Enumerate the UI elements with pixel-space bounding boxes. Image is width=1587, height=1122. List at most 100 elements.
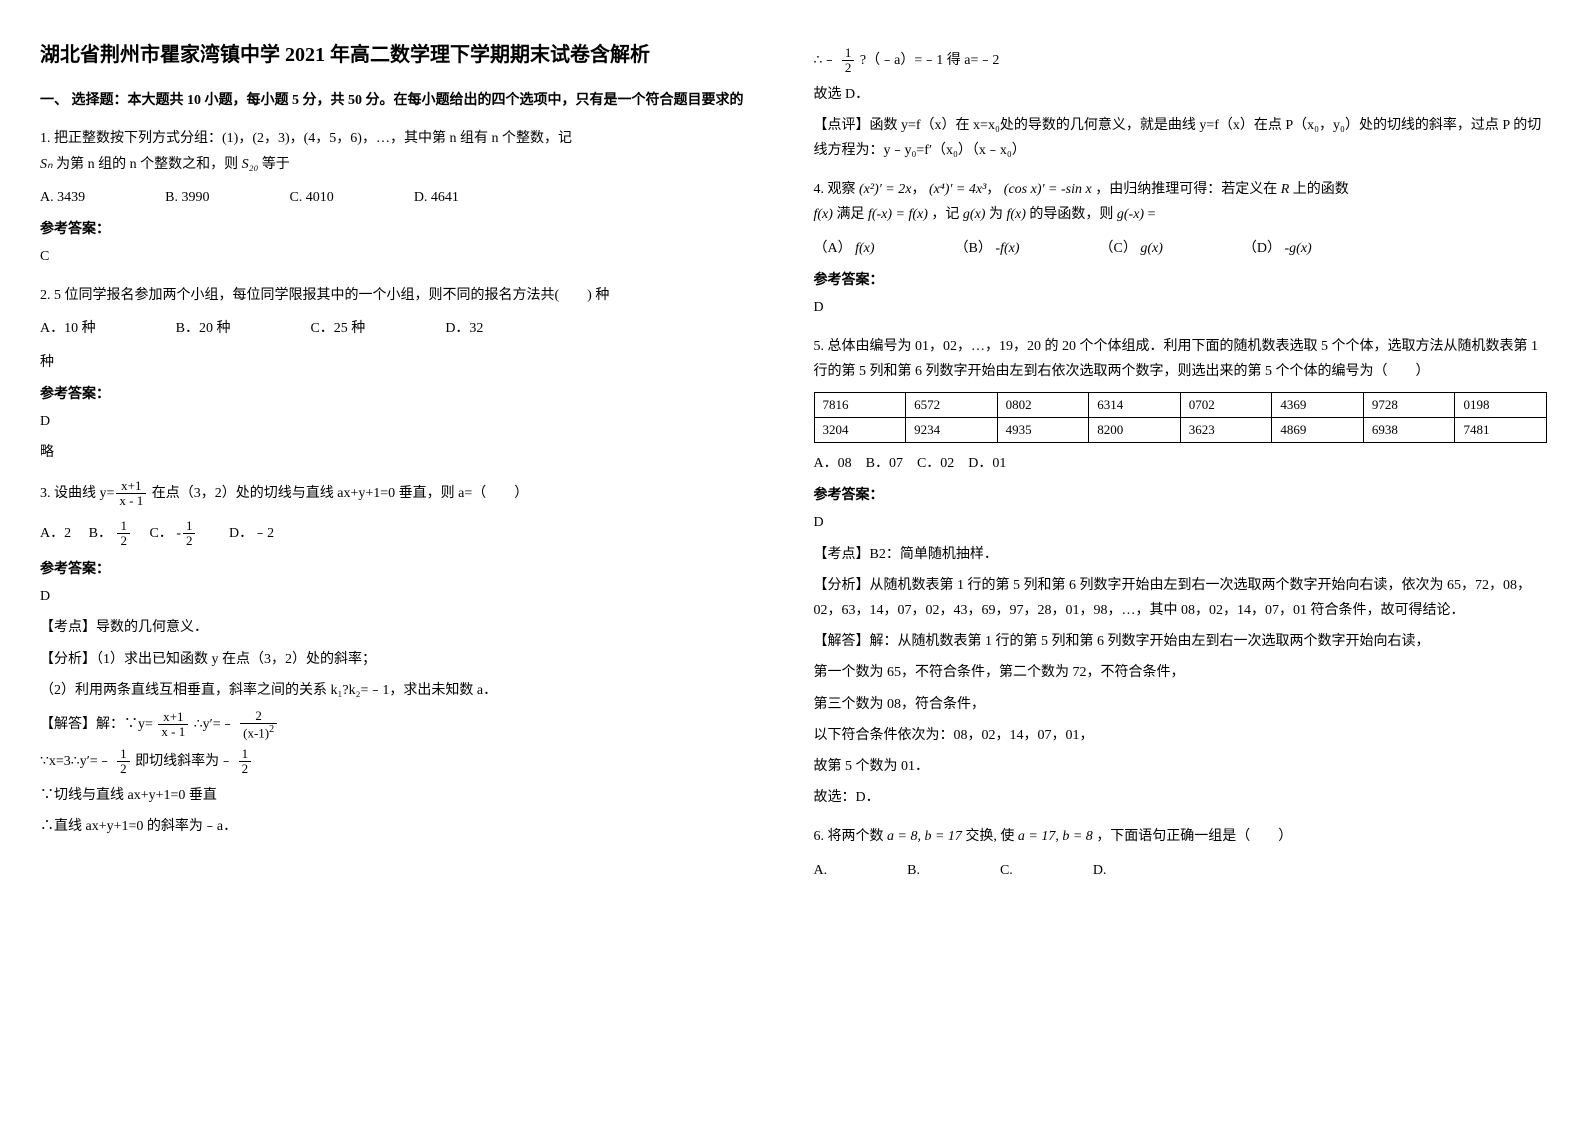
q4-optA: （A） f(x)	[814, 236, 875, 261]
math-gmx: g(-x)	[1117, 207, 1144, 222]
math-fmx: f(-x) = f(x)	[868, 207, 928, 222]
q3-answer: D	[40, 584, 774, 609]
q2-optC: C．25 种	[310, 316, 365, 341]
frac-den: 2	[117, 534, 130, 548]
frac-den: (x-1)2	[240, 724, 277, 741]
q1-options: A. 3439 B. 3990 C. 4010 D. 4641	[40, 185, 774, 210]
question-3: 3. 设曲线 y= x+1 x - 1 在点（3，2）处的切线与直线 ax+y+…	[40, 479, 774, 509]
q1-answer-label: 参考答案：	[40, 218, 774, 238]
q5-sol3: 第三个数为 08，符合条件，	[814, 692, 1548, 717]
q4-text2-mid2: 为	[989, 207, 1003, 222]
q4-pre: 4. 观察	[814, 182, 856, 197]
q6-optD: D.	[1093, 858, 1107, 883]
q3-sol1-pre: 【解答】解：∵y=	[40, 717, 153, 732]
q3-sol4: ∴直线 ax+y+1=0 的斜率为﹣a．	[40, 814, 774, 839]
q3-options: A．2 B． 1 2 C． - 1 2 D．﹣2	[40, 519, 774, 549]
table-cell: 9234	[906, 418, 998, 443]
q5-answer-label: 参考答案：	[814, 484, 1548, 504]
q5-sol1: 【解答】解：从随机数表第 1 行的第 5 列和第 6 列数字开始由左到右一次选取…	[814, 629, 1548, 654]
q3-sol5-post: ?（﹣a）=﹣1 得 a=﹣2	[860, 53, 999, 68]
q3-exp3: （2）利用两条直线互相垂直，斜率之间的关系 k₁?k₂=﹣1，求出未知数 a．	[40, 678, 774, 703]
q4-optC: （C） g(x)	[1100, 236, 1163, 261]
q6-mid: 交换, 使	[965, 829, 1014, 844]
q5-answer: D	[814, 510, 1548, 535]
frac-sol1b: 2 (x-1)2	[240, 709, 277, 741]
q4-answer-label: 参考答案：	[814, 269, 1548, 289]
table-row: 3204 9234 4935 8200 3623 4869 6938 7481	[814, 418, 1547, 443]
table-cell: 4935	[997, 418, 1089, 443]
q3-sol2-pre: ∵x=3∴y′=﹣	[40, 754, 112, 769]
table-cell: 4369	[1272, 393, 1364, 418]
table-row: 7816 6572 0802 6314 0702 4369 9728 0198	[814, 393, 1547, 418]
table-cell: 6314	[1089, 393, 1181, 418]
table-cell: 4869	[1272, 418, 1364, 443]
q6-optB: B.	[907, 858, 920, 883]
q2-optD: D．32	[445, 316, 483, 341]
q1-optB: B. 3990	[165, 185, 209, 210]
q1-answer: C	[40, 244, 774, 269]
q1-text2: 为第 n 组的 n 个整数之和，则	[56, 157, 238, 172]
q5-sol2: 第一个数为 65，不符合条件，第二个数为 72，不符合条件，	[814, 660, 1548, 685]
question-4: 4. 观察 (x²)′ = 2x， (x⁴)′ = 4x³， (cos x)′ …	[814, 177, 1548, 227]
q1-optC: C. 4010	[289, 185, 333, 210]
q4-answer: D	[814, 295, 1548, 320]
q3-pre: 3. 设曲线	[40, 486, 96, 501]
q4-text2-mid: ，记	[931, 207, 959, 222]
q4-text2-mid3: 的导函数，则	[1029, 207, 1113, 222]
table-cell: 9728	[1363, 393, 1455, 418]
table-cell: 6938	[1363, 418, 1455, 443]
q3-sol2-mid: 即切线斜率为﹣	[135, 754, 233, 769]
q4-mid: ，由归纳推理可得：若定义在	[1095, 182, 1277, 197]
question-5: 5. 总体由编号为 01，02，…，19，20 的 20 个个体组成．利用下面的…	[814, 334, 1548, 384]
frac-neg-half: 1 2	[183, 519, 196, 549]
q3-optB-pre: B．	[89, 526, 112, 541]
math-x2: (x²)′ = 2x	[859, 182, 911, 197]
question-6: 6. 将两个数 a = 8, b = 17 交换, 使 a = 17, b = …	[814, 824, 1548, 849]
q3-sol5: ∴﹣ 1 2 ?（﹣a）=﹣1 得 a=﹣2	[814, 46, 1548, 76]
q6-optA: A.	[814, 858, 828, 883]
table-cell: 8200	[1089, 418, 1181, 443]
q1-optD: D. 4641	[414, 185, 459, 210]
q5-exp2: 【分析】从随机数表第 1 行的第 5 列和第 6 列数字开始由左到右一次选取两个…	[814, 573, 1548, 623]
frac-sol1a: x+1 x - 1	[158, 710, 188, 740]
question-2: 2. 5 位同学报名参加两个小组，每位同学限报其中的一个小组，则不同的报名方法共…	[40, 283, 774, 308]
q4-mid2: 上的函数	[1293, 182, 1349, 197]
q3-sol2: ∵x=3∴y′=﹣ 1 2 即切线斜率为﹣ 1 2	[40, 747, 774, 777]
math-s20: S₂₀	[242, 157, 259, 172]
math-x4: (x⁴)′ = 4x³	[929, 182, 986, 197]
question-1: 1. 把正整数按下列方式分组：(1)，(2，3)，(4，5，6)，…，其中第 n…	[40, 126, 774, 176]
math-fx: f(x)	[814, 207, 833, 222]
q6-post: ，下面语句正确一组是（ ）	[1096, 829, 1292, 844]
frac-den: 2	[183, 534, 196, 548]
q6-pre: 6. 将两个数	[814, 829, 884, 844]
q4-text2-post: =	[1148, 207, 1156, 222]
table-cell: 7816	[814, 393, 906, 418]
math-gx: g(x)	[963, 207, 986, 222]
table-cell: 0802	[997, 393, 1089, 418]
q5-exp1: 【考点】B2：简单随机抽样．	[814, 542, 1548, 567]
table-cell: 0702	[1180, 393, 1272, 418]
frac-sol2a: 1 2	[117, 747, 130, 777]
frac-sol5: 1 2	[842, 46, 855, 76]
q3-optD: D．﹣2	[229, 526, 274, 541]
q4-options: （A） f(x) （B） -f(x) （C） g(x) （D） -g(x)	[814, 236, 1548, 261]
q5-sol5: 故第 5 个数为 01．	[814, 754, 1548, 779]
q3-sol1: 【解答】解：∵y= x+1 x - 1 ∴y′=﹣ 2 (x-1)2	[40, 709, 774, 741]
frac-den: 2	[842, 61, 855, 75]
frac-num: 1	[239, 747, 252, 762]
q6-options: A. B. C. D.	[814, 858, 1548, 883]
table-cell: 3623	[1180, 418, 1272, 443]
math-cosx: (cos x)′ = -sin x	[1004, 182, 1092, 197]
q1-text: 1. 把正整数按下列方式分组：(1)，(2，3)，(4，5，6)，…，其中第 n…	[40, 131, 572, 146]
q3-exp2: 【分析】（1）求出已知函数 y 在点（3，2）处的斜率；	[40, 647, 774, 672]
q3-optA: A．2	[40, 526, 71, 541]
q4-text2-pre: 满足	[836, 207, 864, 222]
q2-answer-note: 略	[40, 440, 774, 465]
frac-sol2b: 1 2	[239, 747, 252, 777]
q4-optB: （B） -f(x)	[955, 236, 1020, 261]
math-R: R	[1281, 182, 1290, 197]
frac-den: 2	[117, 762, 130, 776]
q3-exp1: 【考点】导数的几何意义．	[40, 615, 774, 640]
frac-num: 2	[240, 709, 277, 724]
frac-num: 1	[117, 747, 130, 762]
